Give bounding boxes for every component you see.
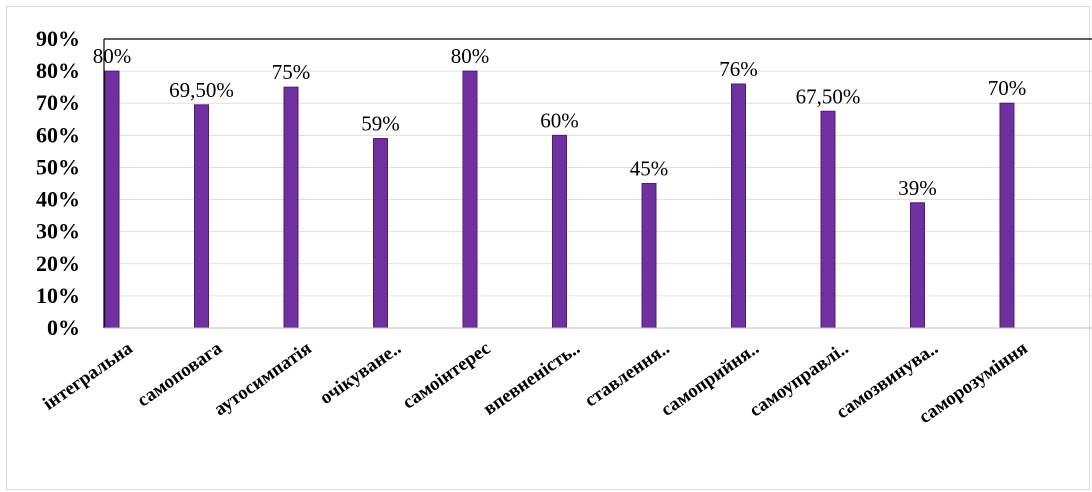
bar (552, 134, 567, 329)
bar (820, 110, 836, 329)
y-tick-label: 60% (36, 122, 80, 147)
x-tick-label: очікуване.. (316, 338, 405, 409)
gridlines (104, 38, 1092, 297)
bar (910, 202, 925, 329)
y-tick-label: 20% (36, 251, 80, 276)
chart-frame (6, 6, 1090, 490)
y-tick-label: 30% (36, 219, 80, 244)
bar (641, 183, 657, 329)
data-label: 39% (898, 176, 937, 200)
bar (999, 102, 1015, 329)
y-tick-label: 70% (36, 90, 80, 115)
data-label: 75% (272, 60, 311, 84)
bar (462, 70, 478, 329)
y-tick-label: 50% (36, 154, 80, 179)
y-tick-label: 80% (36, 58, 80, 83)
x-tick-label: впевненість.. (480, 338, 584, 420)
x-tick-label: самоприйня.. (657, 338, 763, 421)
x-tick-label: аутосимпатія (210, 338, 315, 420)
data-label: 45% (630, 157, 669, 181)
data-label: 69,50% (169, 78, 234, 102)
data-label: 59% (361, 112, 400, 136)
x-tick-label: ставлення.. (581, 338, 674, 412)
y-tick-label: 0% (47, 315, 80, 340)
data-label: 80% (93, 44, 132, 68)
x-tick-label: інтегральна (39, 338, 137, 415)
y-tick-label: 10% (36, 283, 80, 308)
axes (103, 38, 1092, 329)
bars (104, 70, 1015, 329)
x-tick-label: самоповага (133, 338, 226, 412)
data-label: 67,50% (796, 84, 861, 108)
data-label: 76% (719, 57, 758, 81)
data-label: 60% (540, 108, 579, 132)
data-label: 70% (988, 76, 1027, 100)
bar (373, 138, 388, 329)
bar (731, 83, 746, 329)
bar (194, 104, 209, 329)
data-label: 80% (451, 44, 490, 68)
labels: 0% 10% 20% 30% 40% 50% 60% 70% 80% 90% 80% інтеграл… (36, 26, 1031, 428)
y-tick-label: 90% (36, 26, 80, 51)
bar (283, 86, 299, 329)
y-tick-label: 40% (36, 187, 80, 212)
bar (104, 70, 120, 329)
